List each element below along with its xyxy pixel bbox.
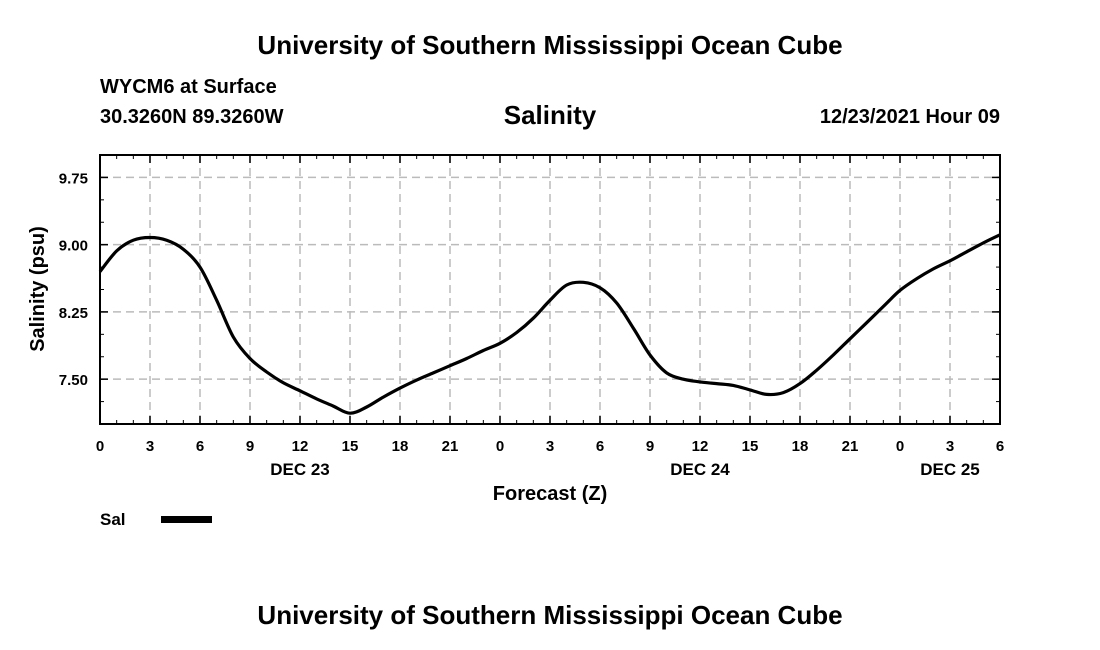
x-tick-label: 12 — [692, 438, 709, 455]
chart-title: University of Southern Mississippi Ocean… — [257, 30, 843, 60]
plot-frame — [99, 154, 1001, 425]
series-line-salinity — [98, 233, 1001, 415]
coordinates-label: 30.3260N 89.3260W — [100, 106, 284, 128]
footer-title: University of Southern Mississippi Ocean… — [257, 600, 843, 630]
x-tick-labels: 0 3 6 9 12 15 18 21 0 3 6 9 12 15 18 21 0 3 6 — [96, 438, 1004, 455]
plot-title: Salinity — [503, 100, 597, 130]
grid — [100, 155, 1000, 424]
y-tick-label: 8.25 — [59, 305, 88, 322]
y-tick-label: 7.50 — [59, 372, 88, 389]
x-tick-label: 18 — [792, 438, 809, 455]
legend-line-swatch — [161, 516, 212, 523]
y-tick-label: 9.00 — [59, 238, 88, 255]
x-tick-label: 6 — [196, 438, 204, 455]
y-tick-label: 9.75 — [59, 170, 88, 187]
x-tick-label: 6 — [596, 438, 604, 455]
x-tick-label: 12 — [292, 438, 309, 455]
x-axis-label: Forecast (Z) — [493, 483, 607, 505]
legend-label: Sal — [100, 510, 126, 529]
x-tick-label: 0 — [496, 438, 504, 455]
forecast-datetime: 12/23/2021 Hour 09 — [819, 106, 1000, 128]
date-labels: DEC 23 DEC 24 DEC 25 — [270, 460, 980, 479]
x-tick-label: 0 — [896, 438, 904, 455]
x-tick-label: 6 — [996, 438, 1004, 455]
station-label: WYCM6 at Surface — [100, 76, 277, 98]
x-tick-label: 3 — [146, 438, 154, 455]
series-layer — [98, 233, 1001, 415]
x-tick-label: 3 — [546, 438, 554, 455]
date-label: DEC 23 — [270, 460, 330, 479]
x-tick-label: 21 — [442, 438, 459, 455]
x-tick-label: 15 — [742, 438, 759, 455]
x-tick-label: 3 — [946, 438, 954, 455]
y-axis-label: Salinity (psu) — [27, 226, 49, 352]
date-label: DEC 24 — [670, 460, 730, 479]
x-tick-label: 0 — [96, 438, 104, 455]
x-tick-label: 9 — [246, 438, 254, 455]
x-tick-label: 21 — [842, 438, 859, 455]
date-label: DEC 25 — [920, 460, 980, 479]
x-tick-label: 9 — [646, 438, 654, 455]
x-tick-label: 18 — [392, 438, 409, 455]
y-tick-labels: 7.50 8.25 9.00 9.75 — [59, 170, 88, 389]
x-tick-label: 15 — [342, 438, 359, 455]
